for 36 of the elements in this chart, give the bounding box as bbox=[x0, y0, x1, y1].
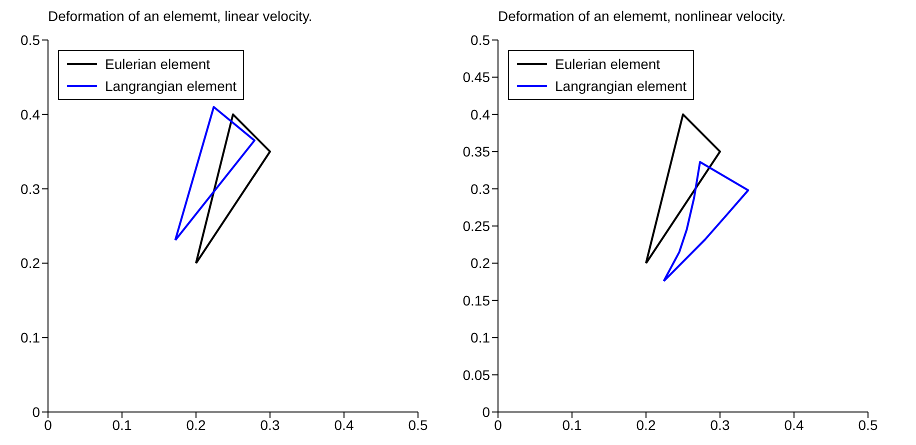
y-tick-label: 0.25 bbox=[462, 218, 490, 234]
y-tick-label: 0.35 bbox=[462, 144, 490, 160]
x-tick-label: 0.1 bbox=[112, 416, 132, 433]
y-tick-label: 0.4 bbox=[470, 106, 490, 122]
y-tick-label: 0.4 bbox=[20, 106, 40, 122]
y-tick-label: 0.5 bbox=[20, 32, 40, 48]
legend-label: Langrangian element bbox=[105, 78, 237, 94]
y-tick-label: 0.3 bbox=[470, 180, 490, 197]
y-tick-label: 0 bbox=[32, 404, 40, 420]
x-tick-label: 0.3 bbox=[710, 416, 730, 433]
chart-title: Deformation of an elememt, nonlinear velocity. bbox=[497, 8, 787, 26]
y-tick-label: 0.1 bbox=[20, 330, 40, 346]
x-tick-label: 0.2 bbox=[636, 416, 656, 433]
x-tick-label: 0.2 bbox=[186, 416, 206, 433]
x-tick-label: 0 bbox=[494, 416, 502, 433]
y-tick-label: 0.5 bbox=[470, 32, 490, 48]
legend-label: Eulerian element bbox=[555, 56, 660, 72]
x-tick-label: 0.5 bbox=[408, 416, 428, 433]
y-tick-label: 0.1 bbox=[470, 330, 490, 346]
legend-label: Eulerian element bbox=[105, 56, 210, 72]
y-tick-label: 0.05 bbox=[462, 366, 490, 383]
legend-label: Langrangian element bbox=[555, 78, 687, 94]
x-tick-label: 0.4 bbox=[334, 416, 354, 433]
x-tick-label: 0 bbox=[44, 416, 52, 433]
y-tick-label: 0.3 bbox=[20, 180, 40, 197]
y-tick-label: 0.15 bbox=[462, 292, 490, 308]
line-series bbox=[662, 161, 750, 282]
y-tick-label: 0.2 bbox=[20, 255, 40, 272]
chart-title: Deformation of an elememt, linear velocity. bbox=[47, 8, 314, 26]
y-tick-label: 0 bbox=[482, 404, 490, 420]
y-tick-label: 0.2 bbox=[470, 255, 490, 272]
y-tick-label: 0.45 bbox=[462, 69, 490, 86]
x-tick-label: 0.3 bbox=[260, 416, 280, 433]
x-tick-label: 0.4 bbox=[784, 416, 804, 433]
x-tick-label: 0.1 bbox=[562, 416, 582, 433]
x-tick-label: 0.5 bbox=[858, 416, 878, 433]
